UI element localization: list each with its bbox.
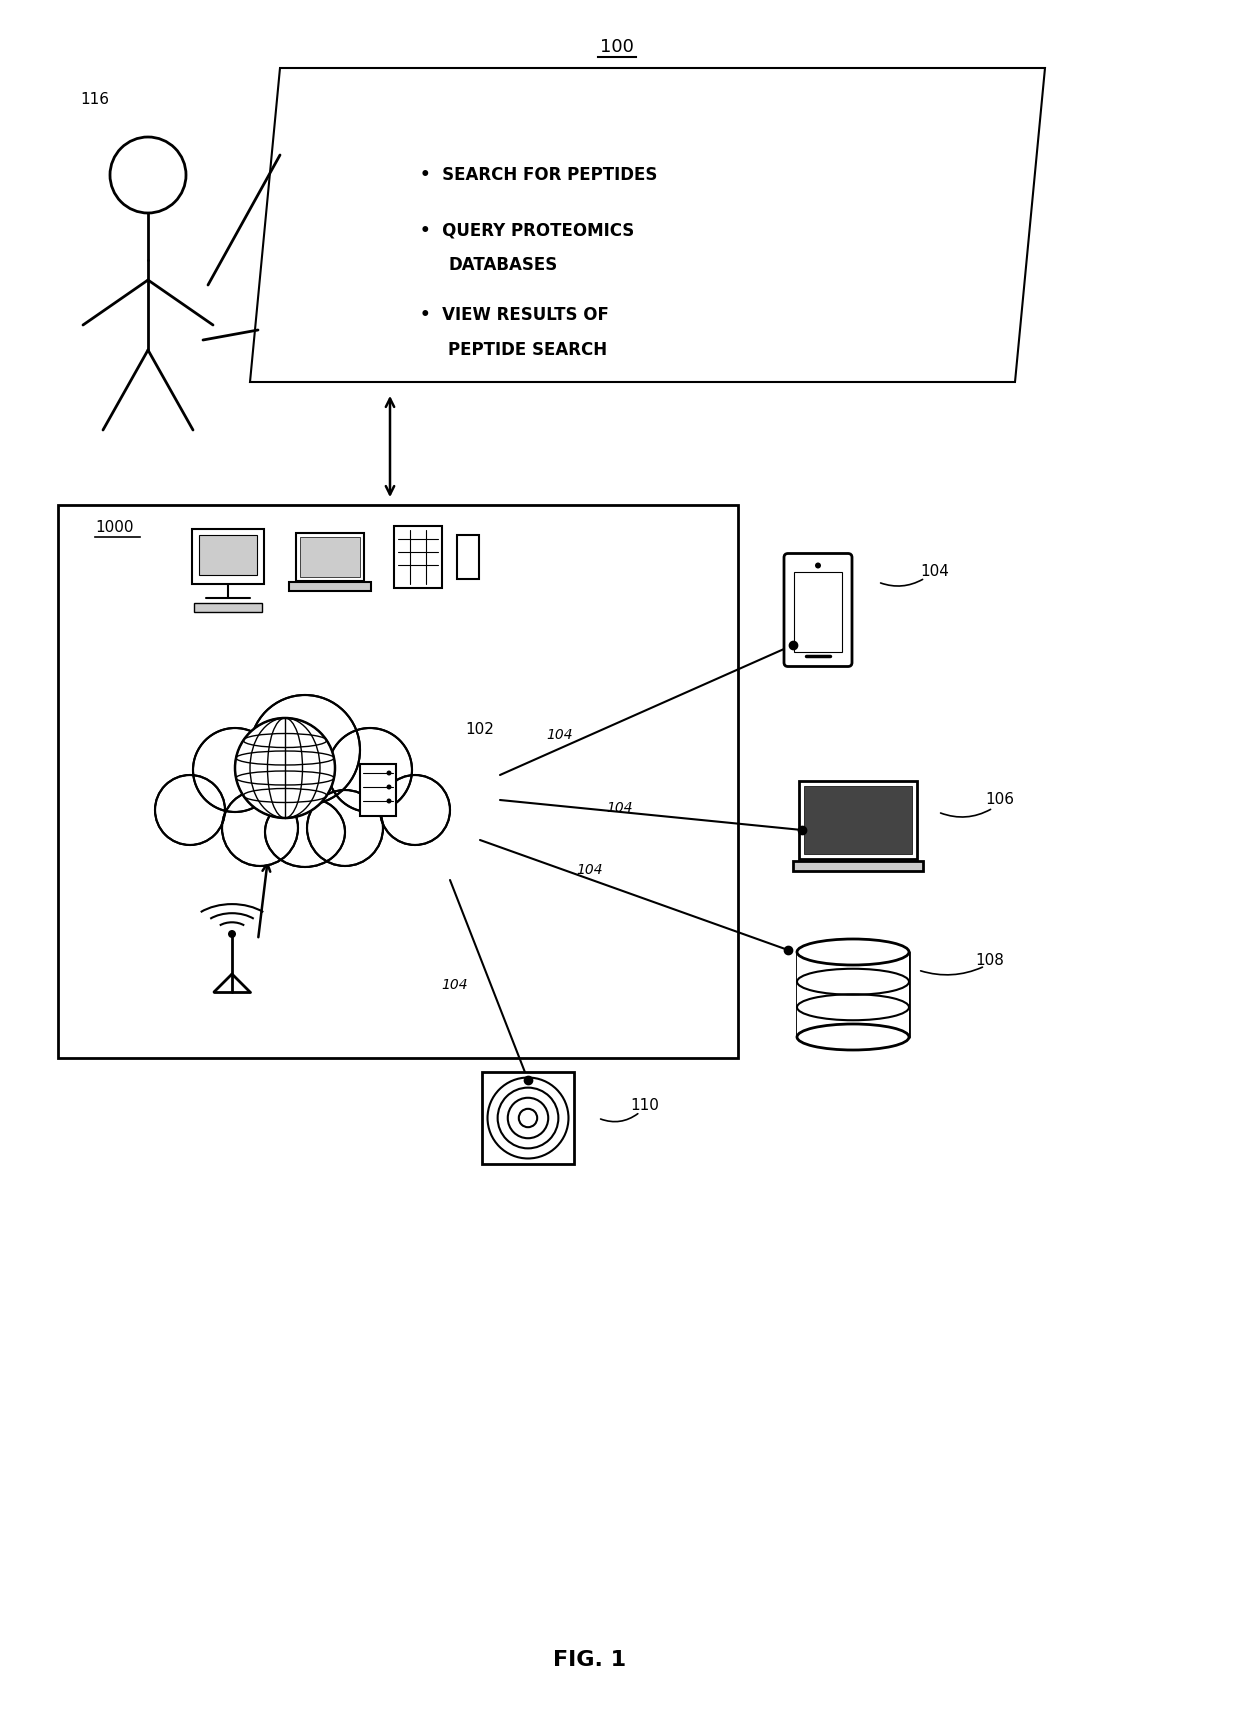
- Text: 106: 106: [986, 792, 1014, 808]
- FancyBboxPatch shape: [784, 554, 852, 666]
- Ellipse shape: [308, 791, 383, 866]
- Bar: [198, 535, 257, 575]
- Ellipse shape: [797, 939, 909, 965]
- Bar: [799, 780, 918, 860]
- Polygon shape: [250, 67, 1045, 381]
- Ellipse shape: [155, 775, 224, 846]
- Bar: [192, 530, 264, 585]
- Circle shape: [110, 136, 186, 212]
- Circle shape: [387, 785, 392, 789]
- Text: PEPTIDE SEARCH: PEPTIDE SEARCH: [448, 342, 608, 359]
- Text: DATABASES: DATABASES: [448, 255, 557, 274]
- Bar: [794, 573, 842, 652]
- Bar: [296, 533, 365, 582]
- Bar: [797, 953, 909, 1037]
- Bar: [458, 535, 479, 578]
- Bar: [289, 582, 371, 590]
- Text: 104: 104: [577, 863, 604, 877]
- Ellipse shape: [193, 728, 277, 811]
- Ellipse shape: [329, 728, 412, 811]
- Bar: [360, 765, 396, 816]
- Bar: [482, 1072, 574, 1163]
- Text: FIG. 1: FIG. 1: [553, 1650, 626, 1671]
- Text: 108: 108: [976, 953, 1004, 968]
- Circle shape: [387, 799, 392, 804]
- Ellipse shape: [205, 730, 405, 849]
- Ellipse shape: [250, 696, 360, 804]
- Text: 100: 100: [600, 38, 634, 55]
- Bar: [794, 861, 923, 872]
- Text: 104: 104: [441, 979, 469, 992]
- Text: 104: 104: [547, 728, 573, 742]
- Ellipse shape: [222, 791, 298, 866]
- Text: 104: 104: [606, 801, 634, 815]
- Bar: [193, 604, 262, 613]
- Bar: [804, 785, 911, 854]
- Text: •  SEARCH FOR PEPTIDES: • SEARCH FOR PEPTIDES: [420, 166, 657, 185]
- Ellipse shape: [379, 775, 450, 846]
- Bar: [394, 526, 441, 589]
- Ellipse shape: [265, 797, 345, 866]
- Circle shape: [236, 718, 335, 818]
- Circle shape: [387, 770, 392, 775]
- Bar: [300, 537, 360, 576]
- Ellipse shape: [797, 1024, 909, 1049]
- Text: 116: 116: [81, 93, 109, 107]
- Text: 1000: 1000: [95, 520, 134, 535]
- Text: 102: 102: [465, 723, 494, 737]
- Circle shape: [228, 930, 236, 937]
- Text: •  VIEW RESULTS OF: • VIEW RESULTS OF: [420, 306, 609, 324]
- Circle shape: [815, 563, 821, 568]
- Bar: [58, 506, 738, 1058]
- Text: 110: 110: [631, 1098, 660, 1113]
- Text: •  QUERY PROTEOMICS: • QUERY PROTEOMICS: [420, 221, 634, 238]
- Text: 104: 104: [920, 564, 950, 580]
